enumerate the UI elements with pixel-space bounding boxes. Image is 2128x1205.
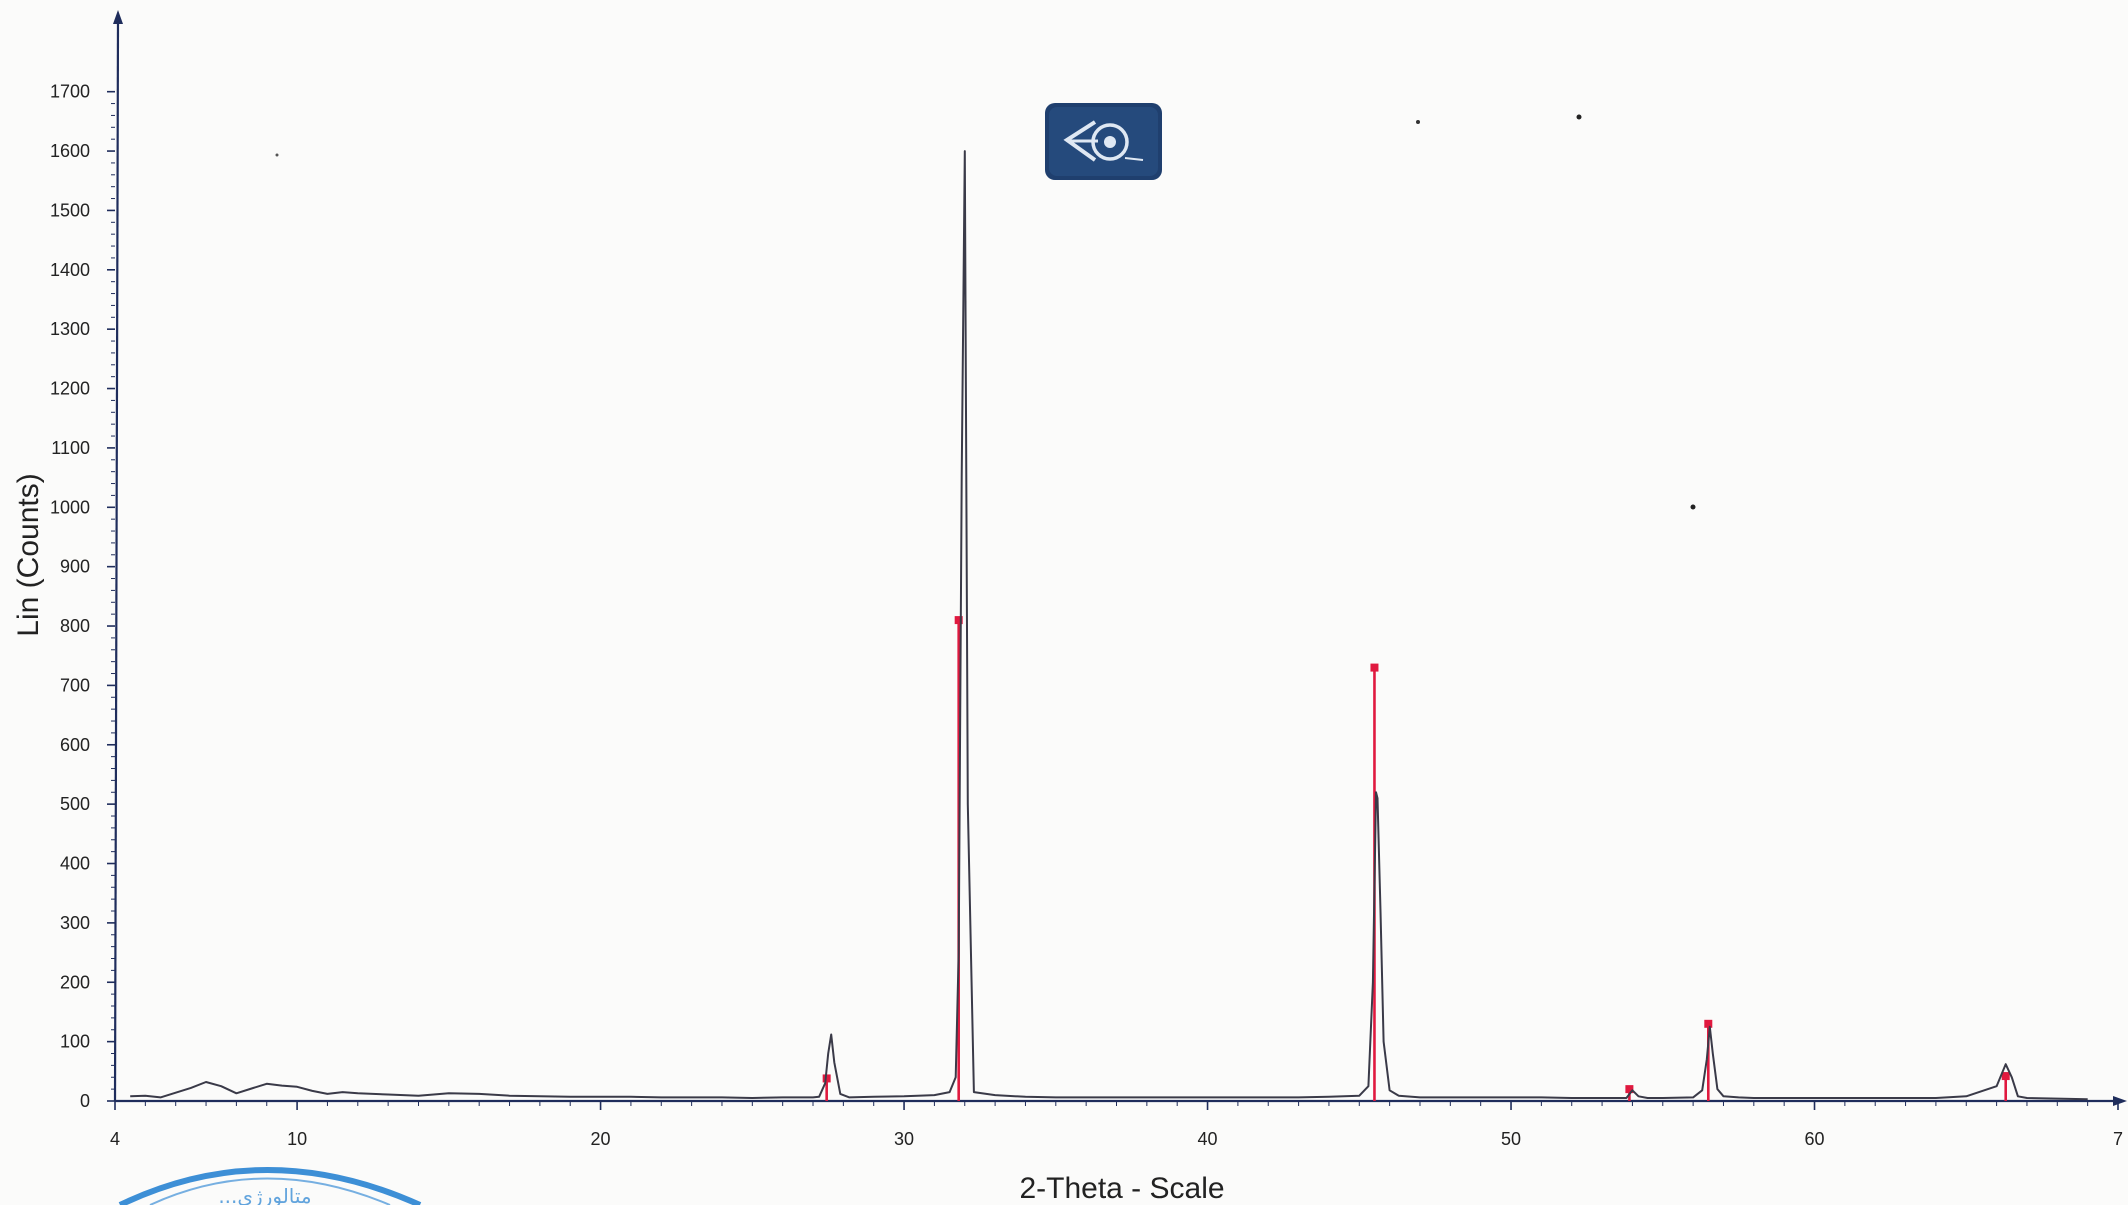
y-tick-label: 800 [60, 616, 90, 636]
reference-peak-marker [1370, 663, 1379, 672]
y-axis-arrow-icon [113, 10, 123, 24]
pattern-series-line [130, 150, 2088, 1101]
reference-peak-marker [954, 616, 963, 625]
y-tick-label: 500 [60, 794, 90, 814]
y-tick-label: 1500 [50, 200, 90, 220]
lab-logo-badge-icon [1045, 103, 1162, 180]
y-tick-label: 1100 [51, 438, 90, 458]
x-tick-label: 50 [1501, 1129, 1521, 1149]
x-tick-label: 4 [110, 1129, 120, 1149]
y-tick-label: 1000 [50, 497, 90, 517]
y-tick-label: 400 [60, 854, 90, 874]
y-tick-label: 600 [60, 735, 90, 755]
x-tick-label: 10 [287, 1129, 307, 1149]
reference-peak-marker [1625, 1085, 1634, 1094]
x-tick-label: 60 [1804, 1129, 1824, 1149]
diffraction-pattern [130, 150, 2088, 1101]
reference-peak-marker [1704, 1019, 1713, 1028]
speck [1690, 504, 1696, 510]
stamp-text: ...متالورژی [218, 1184, 311, 1205]
y-tick-label: 700 [60, 675, 90, 695]
x-tick-label: 20 [591, 1129, 611, 1149]
y-tick-label: 1600 [50, 141, 90, 161]
x-tick-label: 40 [1198, 1129, 1218, 1149]
y-tick-label: 1200 [50, 379, 90, 399]
y-tick-label: 100 [60, 1032, 90, 1052]
y-tick-label: 1300 [50, 319, 90, 339]
y-tick-label: 900 [60, 557, 90, 577]
x-tick-label: 30 [894, 1129, 914, 1149]
x-tick-label: 7 [2113, 1129, 2123, 1149]
reference-peak-marker [2001, 1072, 2010, 1081]
speck [1576, 114, 1582, 120]
y-tick-label: 1400 [50, 260, 90, 280]
x-axis-title: 2-Theta - Scale [1019, 1172, 1224, 1205]
x-axis-arrow-icon [2113, 1096, 2127, 1106]
y-tick-label: 300 [60, 913, 90, 933]
y-tick-label: 0 [80, 1091, 90, 1111]
y-axis-line [113, 17, 120, 1102]
y-axis-title: Lin (Counts) [12, 473, 45, 636]
reference-peaks [822, 616, 2010, 1101]
y-tick-label: 1700 [50, 82, 90, 102]
speck [275, 153, 279, 157]
y-tick-label: 200 [60, 972, 90, 992]
speck [1416, 120, 1420, 124]
y-axis-ticks: 0 100 200 300 400 500 600 700 800 900 1000 1100 1200… [50, 82, 115, 1111]
institution-stamp-icon: ...متالورژی [118, 1167, 422, 1205]
x-axis-ticks: 4 10 20 30 40 50 60 7 [110, 1101, 2123, 1149]
